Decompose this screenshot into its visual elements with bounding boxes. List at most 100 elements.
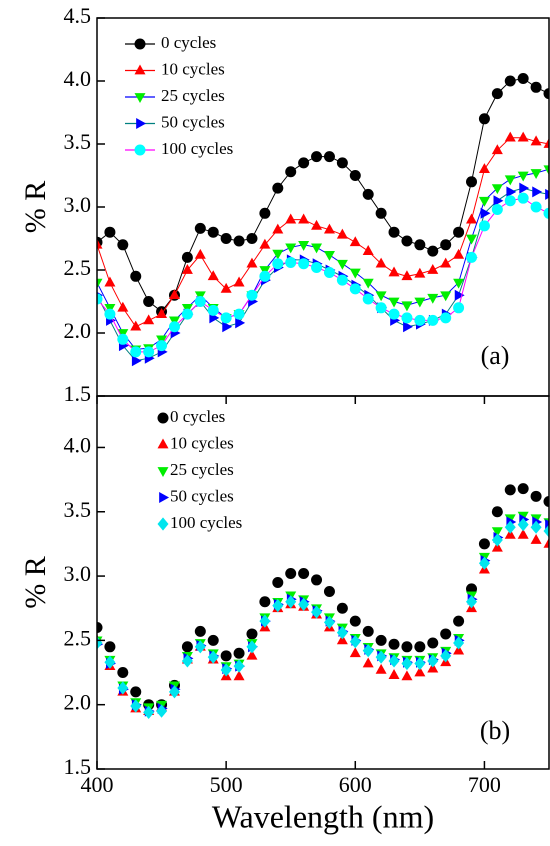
data-point [504, 195, 516, 207]
x-axis-label: Wavelength (nm) [212, 798, 434, 834]
data-point [298, 213, 310, 224]
data-point [220, 233, 232, 244]
data-point [388, 669, 400, 679]
data-point [349, 170, 361, 181]
data-point [117, 667, 129, 679]
data-point [246, 640, 258, 654]
data-point [104, 641, 116, 653]
data-point [97, 293, 103, 305]
y-tick-label: 4.0 [64, 432, 92, 457]
series-line [97, 168, 549, 350]
legend-marker [134, 38, 146, 50]
data-point [543, 524, 549, 538]
legend-marker [134, 93, 146, 104]
data-point [543, 495, 549, 507]
data-point [401, 656, 413, 671]
data-point [414, 641, 426, 653]
data-point [375, 663, 387, 674]
data-point [427, 654, 439, 668]
data-point [362, 188, 374, 200]
data-point [453, 644, 465, 655]
data-point [362, 245, 374, 255]
x-tick-label: 700 [468, 772, 501, 797]
data-point [298, 597, 310, 611]
data-point [427, 293, 439, 304]
data-point [517, 171, 529, 182]
data-point [181, 654, 193, 668]
data-point [323, 615, 335, 629]
data-point [478, 163, 490, 174]
data-point [530, 490, 542, 502]
data-point [403, 321, 413, 333]
data-point [311, 219, 323, 230]
legend-marker [134, 144, 146, 156]
data-point [440, 257, 452, 268]
data-point [104, 226, 116, 238]
data-point [336, 634, 348, 645]
data-point [375, 257, 387, 268]
data-point [362, 657, 374, 668]
data-point [517, 528, 529, 539]
data-point [272, 249, 284, 260]
x-tick-label: 500 [210, 772, 243, 797]
data-point [362, 278, 374, 289]
data-point [156, 308, 168, 318]
data-point [104, 308, 116, 320]
data-point [401, 270, 413, 281]
data-point [375, 207, 387, 219]
data-point [388, 308, 400, 320]
data-point [478, 556, 490, 570]
data-point [259, 207, 271, 219]
data-point [194, 625, 206, 637]
data-point [349, 236, 361, 247]
data-point [181, 263, 193, 274]
data-point [97, 278, 103, 289]
data-point [401, 670, 413, 681]
legend-label: 50 cycles [161, 112, 225, 131]
data-point [220, 663, 232, 677]
data-point [478, 538, 490, 550]
data-point [130, 346, 142, 358]
data-point [491, 88, 503, 100]
data-point [222, 321, 233, 333]
y-tick-label: 3.5 [64, 129, 92, 154]
data-point [401, 235, 413, 247]
data-point [491, 506, 503, 518]
legend-label: 10 cycles [161, 59, 225, 78]
data-point [517, 72, 529, 84]
data-point [466, 213, 478, 224]
x-tick-label: 400 [81, 772, 114, 797]
data-point [414, 666, 426, 677]
y-tick-label: 2.5 [64, 255, 92, 280]
data-point [506, 186, 517, 198]
data-point [168, 321, 180, 333]
data-point [504, 175, 516, 186]
x-tick-label: 600 [339, 772, 372, 797]
data-point [156, 340, 168, 352]
data-point [298, 567, 310, 579]
data-point [233, 308, 245, 320]
data-point [401, 312, 413, 324]
data-point [517, 131, 529, 142]
data-point [454, 289, 465, 301]
y-tick-label: 2.5 [64, 625, 92, 650]
data-point [246, 257, 258, 268]
data-point [246, 649, 258, 660]
data-point [207, 226, 219, 238]
data-point [504, 131, 516, 142]
data-point [543, 137, 549, 148]
data-point [130, 320, 142, 331]
data-point [362, 644, 374, 658]
data-point [181, 251, 193, 263]
data-point [233, 659, 245, 673]
data-point [453, 615, 465, 627]
data-point [207, 304, 219, 316]
legend-label: 10 cycles [170, 433, 234, 452]
data-point [336, 274, 348, 286]
legend-marker [159, 492, 170, 503]
data-point [168, 685, 180, 699]
data-point [285, 256, 297, 268]
data-point [131, 355, 142, 367]
data-point [427, 263, 439, 274]
